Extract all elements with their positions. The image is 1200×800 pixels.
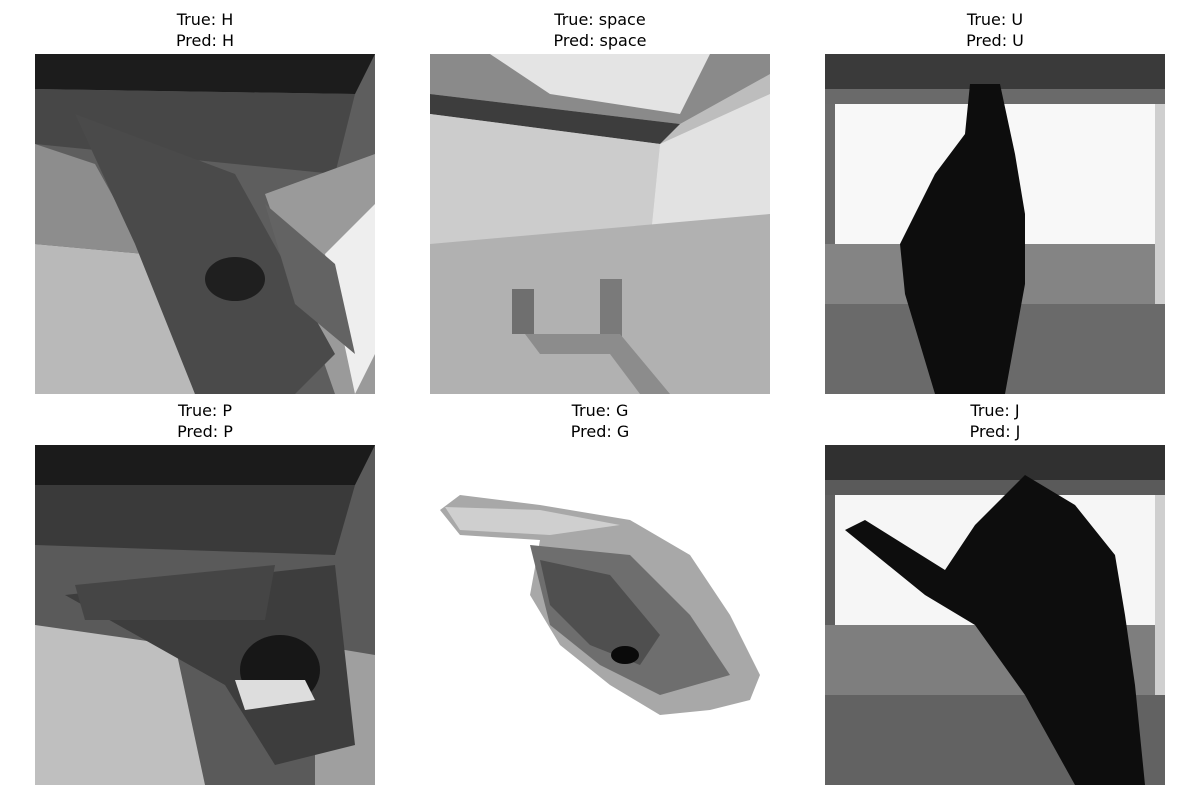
hand-sign-j-image xyxy=(825,445,1165,785)
true-label: True: U xyxy=(966,10,1024,29)
true-label: True: H xyxy=(176,10,234,29)
panel-u: True: U Pred: U xyxy=(825,9,1165,399)
panel-title: True: J Pred: J xyxy=(825,400,1165,442)
panel-h: True: H Pred: H xyxy=(35,9,375,399)
pred-label: Pred: P xyxy=(177,422,233,441)
pred-label: Pred: J xyxy=(969,422,1021,441)
hand-sign-p-image xyxy=(35,445,375,785)
panel-title: True: U Pred: U xyxy=(825,9,1165,51)
true-label: True: P xyxy=(177,401,233,420)
hand-sign-space-image xyxy=(430,54,770,394)
hand-sign-h-image xyxy=(35,54,375,394)
panel-title: True: G Pred: G xyxy=(430,400,770,442)
pred-label: Pred: G xyxy=(570,422,630,441)
pred-label: Pred: space xyxy=(553,31,647,50)
panel-title: True: H Pred: H xyxy=(35,9,375,51)
true-label: True: G xyxy=(571,401,629,420)
true-label: True: space xyxy=(554,10,646,29)
panel-j: True: J Pred: J xyxy=(825,400,1165,790)
panel-space: True: space Pred: space xyxy=(430,9,770,399)
pred-label: Pred: H xyxy=(175,31,235,50)
hand-sign-u-image xyxy=(825,54,1165,394)
hand-sign-g-image xyxy=(430,445,770,785)
panel-title: True: P Pred: P xyxy=(35,400,375,442)
pred-label: Pred: U xyxy=(966,31,1024,50)
panel-title: True: space Pred: space xyxy=(430,9,770,51)
true-label: True: J xyxy=(970,401,1020,420)
panel-g: True: G Pred: G xyxy=(430,400,770,790)
panel-p: True: P Pred: P xyxy=(35,400,375,790)
